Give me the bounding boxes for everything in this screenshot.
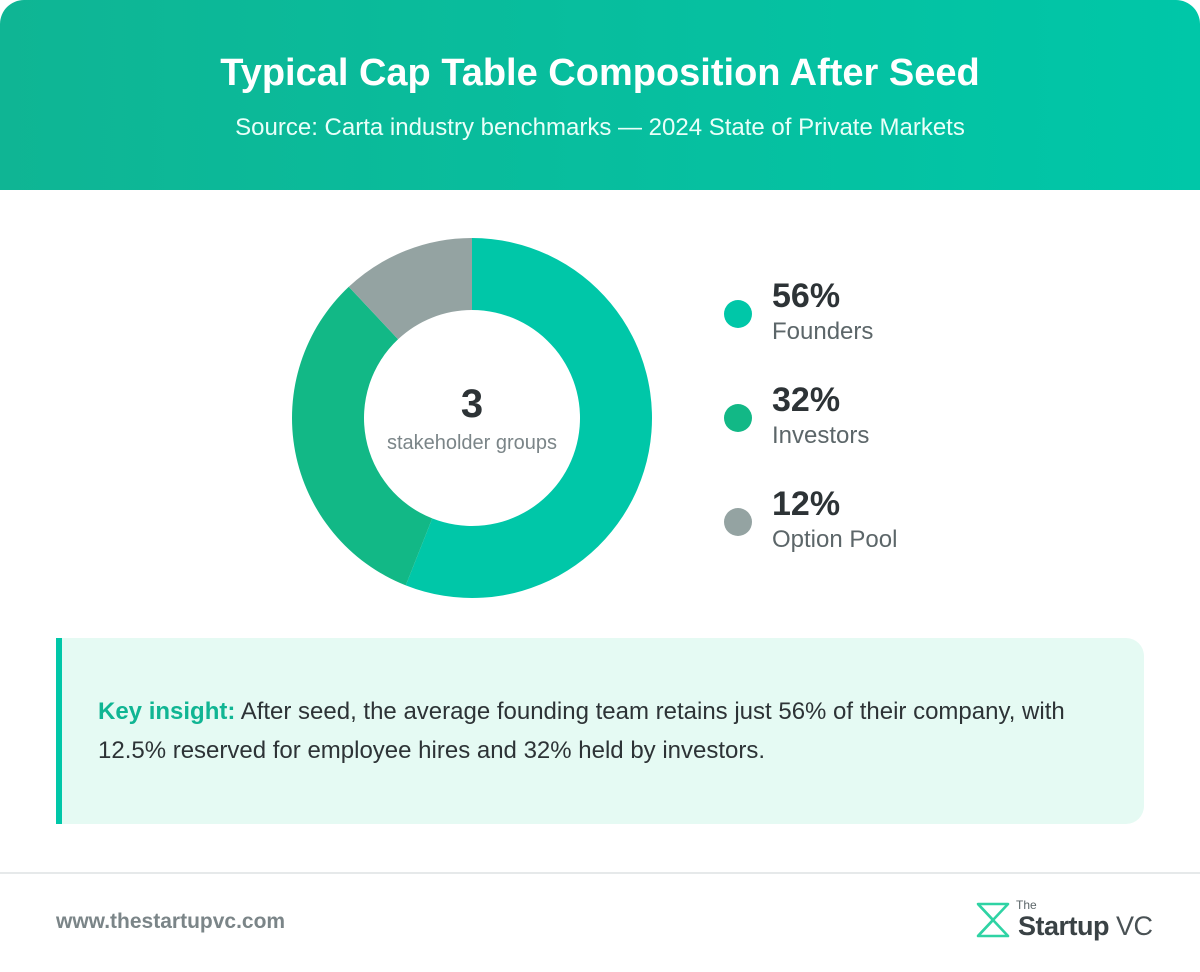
legend-item-investors: 32% Investors xyxy=(722,380,1142,484)
donut-center-value: 3 xyxy=(460,382,484,426)
donut-chart xyxy=(291,238,652,598)
donut-slice-option-pool xyxy=(348,238,472,340)
brand-name-main: Startup xyxy=(1018,911,1110,941)
chart-legend: 56% Founders 32% Investors 12% Option Po… xyxy=(722,276,1142,588)
brand-the: The xyxy=(1016,898,1037,912)
legend-label-founders: Founders xyxy=(772,318,874,345)
brand-name: Startup VC xyxy=(1018,910,1153,942)
legend-swatch-option-pool xyxy=(724,508,752,536)
startup-vc-logo-icon xyxy=(976,902,1010,938)
legend-item-founders: 56% Founders xyxy=(722,276,1142,380)
donut-center-label: stakeholder groups xyxy=(386,432,558,454)
legend-label-investors: Investors xyxy=(772,422,870,449)
brand-name-suffix: VC xyxy=(1109,911,1153,941)
insight-lead: Key insight: xyxy=(98,698,236,725)
insight-text: Key insight: After seed, the average fou… xyxy=(98,692,1108,770)
key-insight-callout: Key insight: After seed, the average fou… xyxy=(56,638,1144,824)
page-title: Typical Cap Table Composition After Seed xyxy=(220,52,980,94)
insight-body: After seed, the average founding team re… xyxy=(98,698,1065,764)
brand-logo: The Startup VC xyxy=(974,896,1154,946)
legend-item-option-pool: 12% Option Pool xyxy=(722,484,1142,588)
donut-slice-founders xyxy=(405,238,652,598)
donut-slice-investors xyxy=(291,286,433,586)
header-banner: Typical Cap Table Composition After Seed… xyxy=(0,0,1200,190)
legend-label-option-pool: Option Pool xyxy=(772,526,898,553)
footer-divider xyxy=(0,872,1200,874)
legend-value-founders: 56% xyxy=(772,277,841,315)
legend-value-option-pool: 12% xyxy=(772,485,841,523)
legend-value-investors: 32% xyxy=(772,381,841,419)
legend-swatch-founders xyxy=(724,300,752,328)
legend-swatch-investors xyxy=(724,404,752,432)
page-subtitle: Source: Carta industry benchmarks — 2024… xyxy=(235,114,965,141)
footer-url: www.thestartupvc.com xyxy=(56,910,286,933)
